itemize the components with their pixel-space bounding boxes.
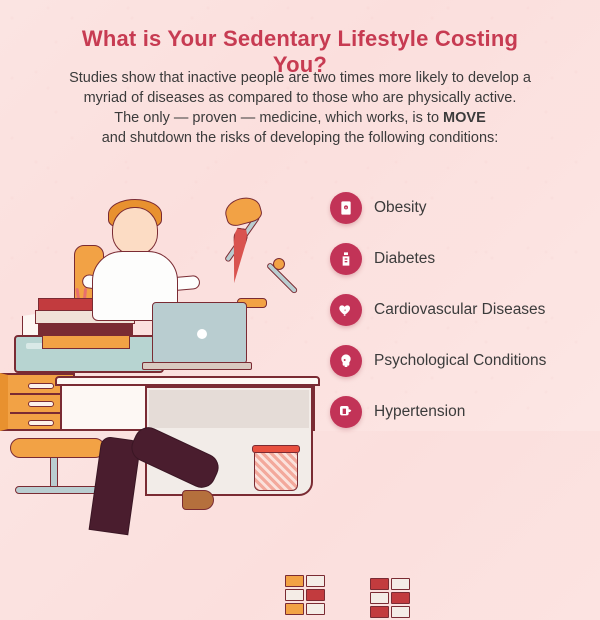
condition-item-hypertension: Hypertension	[330, 386, 580, 437]
office-chair-pole	[50, 457, 58, 487]
heart-pulse-icon	[330, 294, 362, 326]
desk-top	[55, 376, 320, 386]
trash-bin	[252, 445, 300, 493]
office-chair-seat	[10, 438, 105, 458]
condition-label: Obesity	[374, 199, 427, 217]
glucose-meter-icon	[330, 243, 362, 275]
conditions-list: Obesity Diabetes Cardiovascular Diseases…	[330, 182, 580, 437]
stacked-boxes-lamp	[370, 578, 410, 620]
person-head	[112, 207, 158, 255]
blood-pressure-icon	[330, 396, 362, 428]
condition-label: Diabetes	[374, 250, 435, 268]
laptop-base	[142, 362, 252, 370]
office-illustration	[0, 190, 330, 431]
condition-label: Psychological Conditions	[374, 352, 546, 370]
stacked-boxes-right	[285, 575, 325, 617]
person-shoe	[182, 490, 214, 510]
description-paragraph: Studies show that inactive people are tw…	[60, 68, 540, 148]
office-chair-base	[15, 486, 100, 494]
desk-lamp	[225, 198, 261, 224]
scale-icon	[330, 192, 362, 224]
trash-items	[254, 453, 298, 491]
condition-label: Cardiovascular Diseases	[374, 301, 545, 319]
head-icon	[330, 345, 362, 377]
condition-item-cardiovascular: Cardiovascular Diseases	[330, 284, 580, 335]
condition-item-diabetes: Diabetes	[330, 233, 580, 284]
condition-item-psychological: Psychological Conditions	[330, 335, 580, 386]
condition-label: Hypertension	[374, 403, 465, 421]
laptop	[152, 302, 247, 364]
condition-item-obesity: Obesity	[330, 182, 580, 233]
